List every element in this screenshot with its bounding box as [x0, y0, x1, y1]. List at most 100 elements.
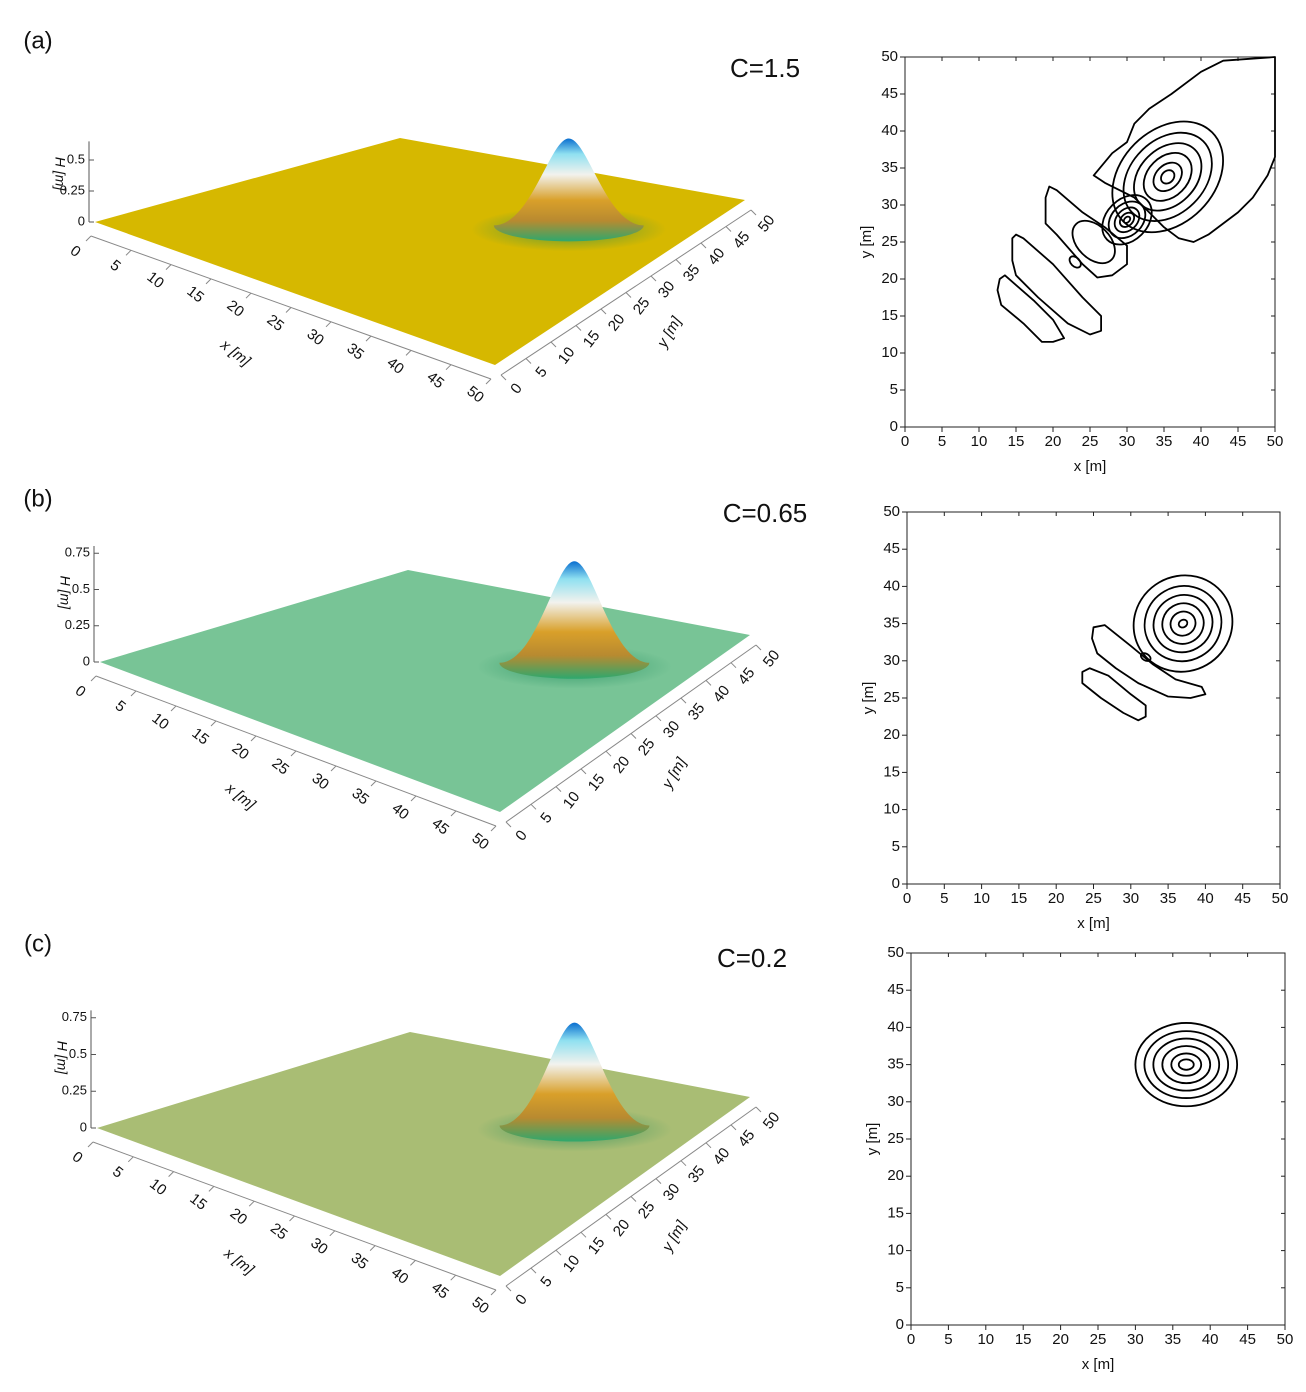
y-tick [700, 242, 707, 249]
y-tick-label: 20 [883, 726, 900, 743]
z-tick-label: 0 [78, 213, 85, 228]
x-tick-label: 5 [938, 433, 946, 450]
y-tick-label: 50 [760, 647, 784, 671]
contour-line [996, 274, 1065, 343]
x-tick-label: 10 [971, 433, 988, 450]
contour-line [1177, 618, 1189, 629]
x-tick-label: 35 [344, 340, 368, 364]
x-tick-label: 50 [469, 1294, 493, 1318]
contour-line [1092, 56, 1276, 243]
x-tick-label: 25 [1085, 890, 1102, 907]
x-tick-label: 45 [1230, 433, 1247, 450]
y-tick-label: 45 [883, 540, 900, 557]
x-tick-label: 35 [1160, 890, 1177, 907]
y-tick-label: 30 [887, 1093, 904, 1110]
z-tick-label: 0.5 [69, 1046, 87, 1061]
y-tick-label: 35 [883, 615, 900, 632]
x-tick-label: 20 [1045, 433, 1062, 450]
y-tick-label: 0 [896, 1316, 904, 1333]
x-tick [285, 307, 292, 313]
contour-line [1132, 574, 1234, 673]
x-axis-label: x [m] [220, 1244, 258, 1279]
x-tick-label: 45 [1234, 890, 1251, 907]
x-tick-label: 25 [264, 311, 288, 335]
x-tick-label: 40 [384, 354, 408, 378]
contour-line [1152, 1037, 1221, 1092]
x-tick-label: 15 [1015, 1331, 1032, 1348]
x-tick-label: 0 [72, 682, 89, 701]
x-tick-label: 10 [146, 1175, 170, 1199]
contour-line [1170, 1052, 1203, 1077]
y-tick [525, 358, 532, 364]
y-tick [530, 1267, 537, 1274]
y-tick-label: 45 [735, 1127, 759, 1151]
chart-title: C=1.5 [730, 53, 800, 83]
y-tick [550, 341, 557, 348]
x-tick-label: 30 [304, 326, 328, 350]
z-axis-label: H [m] [57, 576, 73, 611]
y-tick-label: 15 [887, 1204, 904, 1221]
y-tick-label: 30 [660, 718, 684, 742]
y-tick-label: 50 [760, 1109, 784, 1133]
y-tick-label: 0 [512, 1291, 531, 1308]
y-tick-label: 45 [881, 85, 898, 102]
y-tick-label: 5 [532, 364, 551, 381]
chart-title: C=0.2 [717, 943, 787, 973]
x-tick-label: 5 [944, 1331, 952, 1348]
x-tick [90, 675, 97, 682]
y-tick-label: 20 [881, 270, 898, 287]
panel-label: (a) [23, 27, 52, 54]
x-tick [248, 1200, 255, 1207]
x-tick-label: 40 [1197, 890, 1214, 907]
x-tick [125, 249, 132, 256]
panel-label: (c) [24, 930, 52, 957]
x-tick-label: 10 [977, 1331, 994, 1348]
x-tick-label: 5 [940, 890, 948, 907]
x-tick [490, 825, 497, 832]
x-tick-label: 20 [1052, 1331, 1069, 1348]
contour-line [1177, 1058, 1195, 1071]
x-tick [85, 235, 92, 242]
y-tick [625, 292, 632, 298]
surface-peak [493, 138, 644, 242]
x-tick-label: 50 [469, 830, 493, 854]
y-tick-label: 20 [610, 753, 634, 777]
y-tick-label: 0 [507, 380, 526, 397]
y-tick-label: 35 [881, 159, 898, 176]
x-tick [490, 1289, 497, 1296]
x-tick-label: 40 [389, 800, 413, 824]
z-axis-label: H [m] [54, 1041, 70, 1076]
x-tick-label: 50 [464, 383, 488, 407]
y-tick-label: 15 [580, 327, 604, 351]
y-tick-label: 15 [585, 771, 609, 795]
y-tick [755, 644, 762, 651]
y-tick [655, 715, 662, 722]
y-tick [730, 662, 737, 669]
contour-line [1118, 211, 1136, 228]
y-tick [600, 308, 607, 315]
y-tick-label: 0 [512, 827, 531, 844]
panel-label: (b) [23, 485, 52, 512]
surface-plane [100, 570, 750, 812]
y-axis-label: y [m] [860, 682, 877, 715]
z-tick-label: 0.75 [65, 545, 90, 560]
y-tick [555, 1249, 562, 1256]
x-tick [170, 705, 177, 712]
contour-line [1071, 219, 1116, 265]
x-tick [87, 1141, 94, 1148]
x-tick-label: 25 [1082, 433, 1099, 450]
y-tick [750, 209, 757, 216]
x-tick [329, 1230, 336, 1237]
y-tick [630, 1196, 637, 1202]
contour-line [1044, 185, 1128, 279]
y-tick-label: 25 [630, 294, 654, 318]
y-tick [605, 1214, 612, 1220]
contour-line [1134, 1022, 1239, 1108]
x-tick [210, 720, 217, 727]
y-tick-label: 15 [585, 1234, 609, 1258]
contour-line [1143, 1030, 1230, 1099]
x-tick-label: 5 [112, 697, 129, 716]
x-axis-label: x [m] [1074, 458, 1107, 475]
x-tick-label: 15 [1008, 433, 1025, 450]
